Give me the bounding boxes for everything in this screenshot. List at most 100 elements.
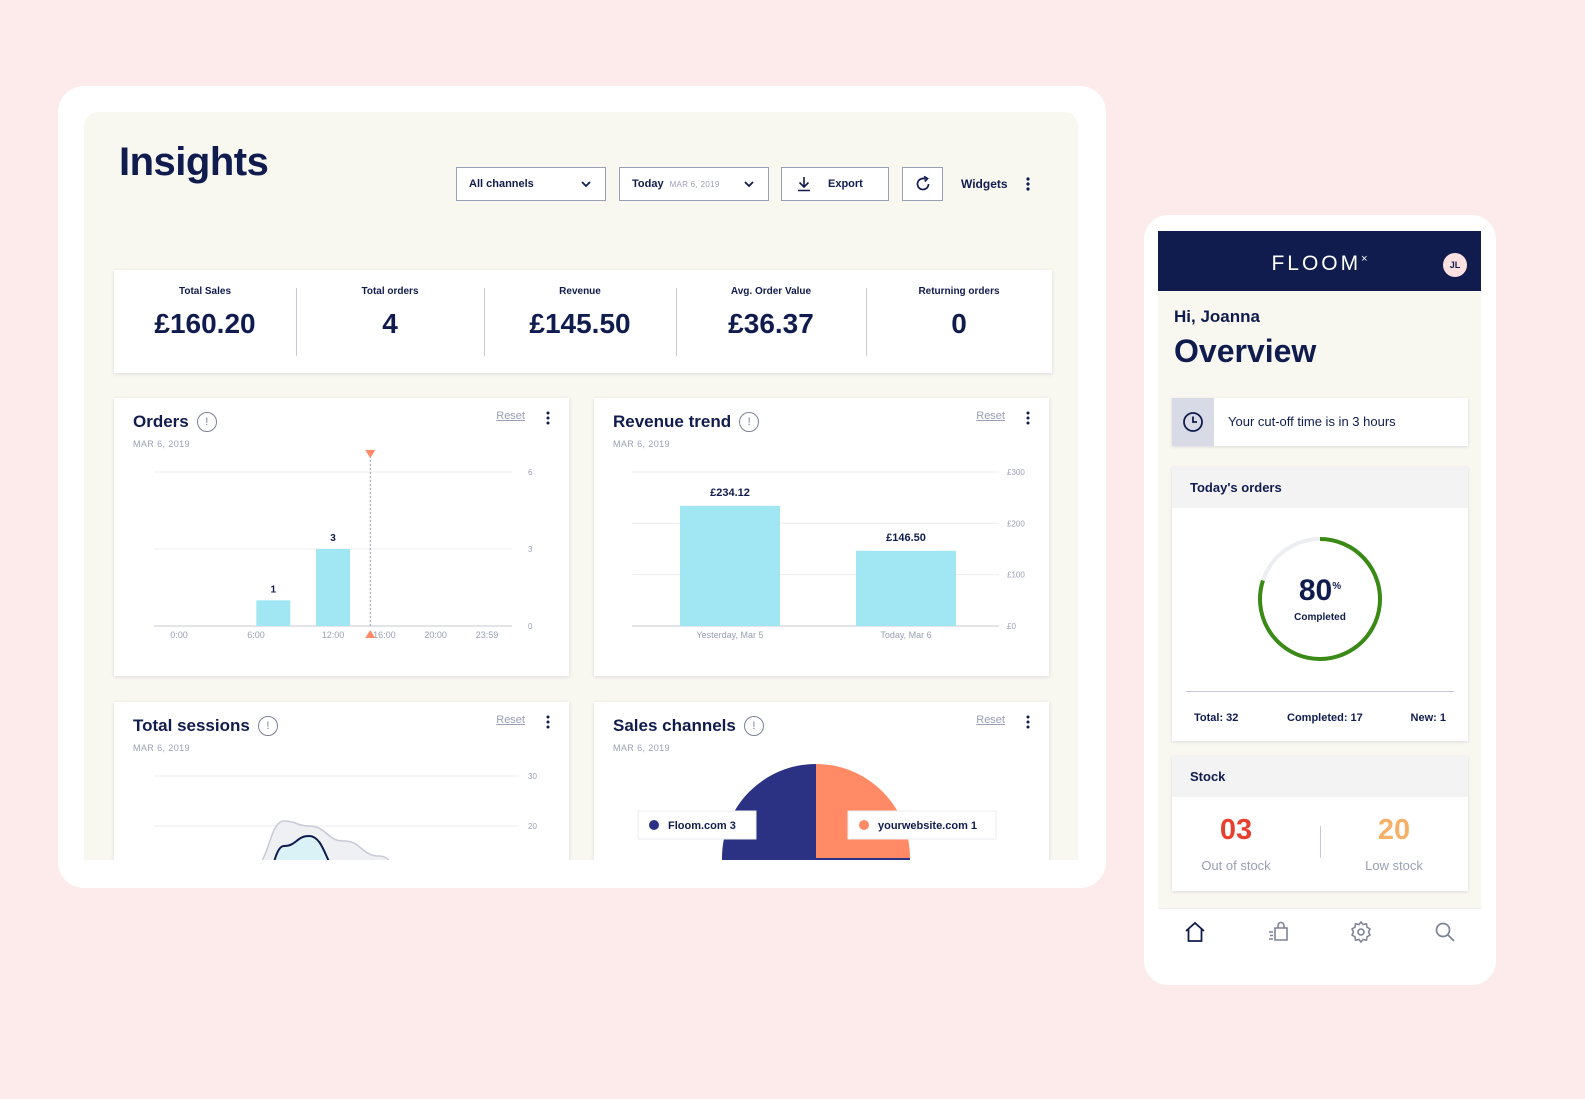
panel-title-text: Sales channels: [613, 716, 736, 735]
kpi-value: £36.37: [728, 308, 814, 339]
x-tick-label: 16:00: [373, 630, 396, 640]
date-select-label: Today: [632, 178, 664, 190]
info-icon[interactable]: !: [257, 716, 278, 736]
x-tick-label: 12:00: [322, 630, 345, 640]
y-tick-label: £200: [1007, 519, 1025, 528]
y-tick-label: 30: [528, 772, 537, 781]
search-icon[interactable]: [1432, 919, 1458, 945]
avatar[interactable]: JL: [1443, 253, 1467, 277]
x-tick-label: 0:00: [170, 630, 188, 640]
refresh-button[interactable]: [902, 167, 943, 201]
greeting: Hi, Joanna: [1174, 307, 1260, 326]
completion-percent-value: 80: [1298, 574, 1333, 607]
completion-label: Completed: [1294, 612, 1346, 623]
bar-value-label: £146.50: [886, 532, 926, 544]
bar: [256, 600, 291, 626]
kpi-label: Revenue: [559, 286, 601, 297]
panel-date: MAR 6, 2019: [613, 439, 670, 449]
chevron-down-icon: [744, 181, 754, 188]
refresh-icon: [916, 175, 929, 191]
kpi-divider: [866, 288, 867, 356]
bar-value-label: 3: [330, 533, 336, 544]
bottom-nav: [1158, 908, 1481, 958]
kpi-avg-order-value: Avg. Order Value £36.37: [676, 270, 866, 373]
more-options-icon[interactable]: [1024, 176, 1032, 192]
kpi-value: 0: [951, 308, 967, 339]
more-options-icon[interactable]: [543, 410, 553, 426]
kpi-returning-orders: Returning orders 0: [866, 270, 1052, 373]
bar: [856, 550, 956, 626]
x-tick-label: 20:00: [424, 630, 447, 640]
reset-link[interactable]: Reset: [976, 410, 1005, 422]
insights-page: Insights All channels Today MAR 6, 2019 …: [84, 112, 1078, 860]
y-tick-label: 0: [528, 622, 533, 631]
info-icon[interactable]: !: [739, 412, 760, 432]
date-select-date: MAR 6, 2019: [669, 179, 720, 189]
area-series-unique: [273, 834, 330, 860]
overview-heading: Overview: [1174, 333, 1317, 369]
orders-total: Total: 32: [1194, 712, 1239, 724]
reset-link[interactable]: Reset: [496, 410, 525, 422]
bar: [316, 549, 350, 626]
orders-chart: 6 3 0 0:00 6:00 12:00 16:00 20:00 23:59 1 3: [154, 450, 533, 640]
x-tick-label: Yesterday, Mar 5: [696, 630, 763, 640]
orders-icon[interactable]: [1266, 919, 1292, 945]
orders-completed: Completed: 17: [1287, 712, 1363, 724]
y-tick-label: 6: [528, 468, 533, 477]
bar-value-label: 1: [271, 584, 277, 595]
legend-label: yourwebsite.com 1: [878, 820, 977, 832]
divider: [1186, 691, 1454, 692]
desktop-window: Insights All channels Today MAR 6, 2019 …: [58, 86, 1106, 888]
legend-swatch: [859, 820, 869, 830]
x-tick-label: Today, Mar 6: [880, 630, 931, 640]
mobile-header: FLOOM× JL: [1158, 231, 1481, 291]
todays-orders-card[interactable]: Today's orders 80% Completed Total: 32 C…: [1172, 467, 1468, 741]
pie-slice: [722, 764, 910, 860]
date-select[interactable]: Today MAR 6, 2019: [619, 167, 769, 201]
x-tick-label: 23:59: [476, 630, 499, 640]
channel-select[interactable]: All channels: [456, 167, 606, 201]
channels-chart: Floom.com 3 yourwebsite.com 1: [637, 764, 997, 860]
more-options-icon[interactable]: [1023, 714, 1033, 730]
cutoff-text: Your cut-off time is in 3 hours: [1228, 414, 1396, 429]
panel-title-text: Total sessions: [133, 716, 250, 735]
y-tick-label: 20: [528, 822, 537, 831]
more-options-icon[interactable]: [543, 714, 553, 730]
orders-panel: 6 3 0 0:00 6:00 12:00 16:00 20:00 23:59 1 3 Orders…: [114, 398, 569, 676]
info-icon[interactable]: !: [196, 412, 217, 432]
panel-date: MAR 6, 2019: [133, 743, 190, 753]
marker-top-icon: [365, 450, 376, 458]
logo-mark: ×: [1361, 253, 1368, 265]
panel-date: MAR 6, 2019: [613, 743, 670, 753]
floom-logo: FLOOM×: [1158, 252, 1481, 276]
low-stock-value: 20: [1377, 814, 1411, 846]
more-options-icon[interactable]: [1023, 410, 1033, 426]
percent-sign: %: [1332, 581, 1342, 592]
settings-icon[interactable]: [1348, 919, 1374, 945]
kpi-value: 4: [382, 308, 398, 339]
widgets-button[interactable]: Widgets: [961, 177, 1008, 191]
cutoff-banner: Your cut-off time is in 3 hours: [1172, 398, 1468, 446]
revenue-chart: £300 £200 £100 £0 £234.12 Yesterday, Mar 5 £14…: [632, 468, 1025, 640]
panel-title: Revenue trend!: [613, 412, 760, 432]
orders-new: New: 1: [1410, 712, 1446, 724]
out-of-stock-value: 03: [1219, 814, 1253, 846]
low-stock-label: Low stock: [1365, 858, 1423, 873]
kpi-summary: Total Sales £160.20 Total orders 4 Reven…: [114, 270, 1052, 373]
legend-box: [847, 810, 997, 840]
logo-text: FLOOM: [1271, 252, 1362, 275]
divider: [1320, 826, 1321, 858]
mobile-screen: FLOOM× JL Hi, Joanna Overview Your cut-o…: [1158, 231, 1481, 909]
chevron-down-icon: [581, 181, 591, 188]
reset-link[interactable]: Reset: [976, 714, 1005, 726]
home-icon[interactable]: [1182, 919, 1208, 945]
reset-link[interactable]: Reset: [496, 714, 525, 726]
stock-card[interactable]: Stock 03 Out of stock 20 Low stock: [1172, 756, 1468, 891]
export-button[interactable]: Export: [781, 167, 889, 201]
sessions-panel: 30 20 10 Total sessions! MAR 6, 2019 Reset: [114, 702, 569, 860]
panel-title-text: Orders: [133, 412, 189, 431]
kpi-total-sales: Total Sales £160.20: [114, 270, 296, 373]
info-icon[interactable]: !: [743, 716, 764, 736]
completion-ring: [1258, 537, 1382, 661]
y-tick-label: £0: [1007, 622, 1016, 631]
